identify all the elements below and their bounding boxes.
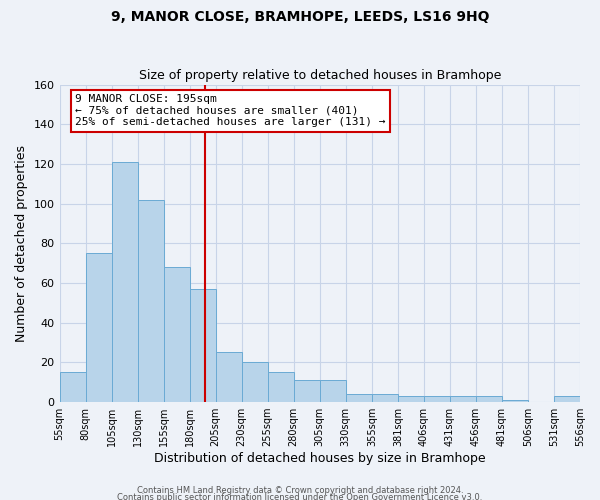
Text: 9, MANOR CLOSE, BRAMHOPE, LEEDS, LS16 9HQ: 9, MANOR CLOSE, BRAMHOPE, LEEDS, LS16 9H… — [111, 10, 489, 24]
Bar — [502, 400, 528, 402]
X-axis label: Distribution of detached houses by size in Bramhope: Distribution of detached houses by size … — [154, 452, 485, 465]
Text: 9 MANOR CLOSE: 195sqm
← 75% of detached houses are smaller (401)
25% of semi-det: 9 MANOR CLOSE: 195sqm ← 75% of detached … — [75, 94, 386, 128]
Bar — [164, 267, 190, 402]
Bar — [294, 380, 320, 402]
Bar — [215, 352, 242, 402]
Bar — [554, 396, 580, 402]
Text: Contains public sector information licensed under the Open Government Licence v3: Contains public sector information licen… — [118, 494, 482, 500]
Bar — [137, 200, 164, 402]
Y-axis label: Number of detached properties: Number of detached properties — [15, 145, 28, 342]
Bar — [242, 362, 268, 402]
Bar — [476, 396, 502, 402]
Bar — [190, 289, 215, 402]
Bar — [346, 394, 372, 402]
Title: Size of property relative to detached houses in Bramhope: Size of property relative to detached ho… — [139, 69, 501, 82]
Bar — [320, 380, 346, 402]
Bar — [268, 372, 294, 402]
Bar — [398, 396, 424, 402]
Text: Contains HM Land Registry data © Crown copyright and database right 2024.: Contains HM Land Registry data © Crown c… — [137, 486, 463, 495]
Bar — [112, 162, 137, 402]
Bar — [86, 253, 112, 402]
Bar — [424, 396, 450, 402]
Bar — [450, 396, 476, 402]
Bar — [59, 372, 86, 402]
Bar — [372, 394, 398, 402]
